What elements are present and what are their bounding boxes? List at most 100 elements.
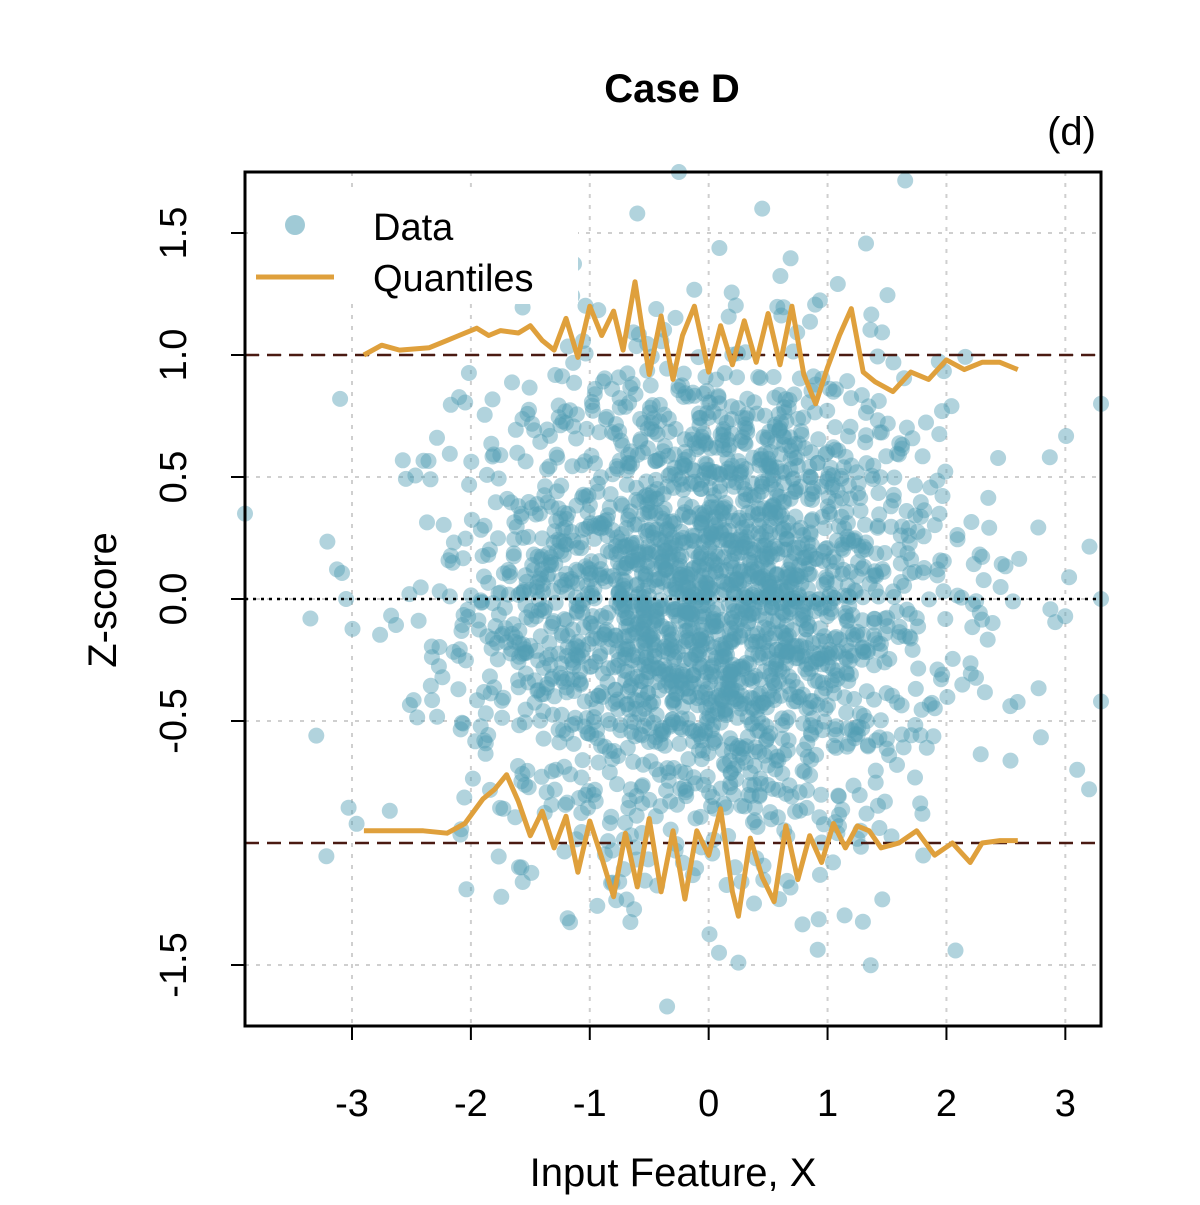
- data-point: [871, 820, 888, 836]
- data-point: [699, 681, 716, 697]
- data-point: [604, 522, 621, 539]
- data-point: [744, 475, 761, 492]
- data-point: [706, 555, 723, 572]
- data-point: [631, 557, 648, 574]
- data-point: [568, 406, 585, 423]
- data-point: [821, 641, 838, 658]
- data-point: [899, 545, 916, 562]
- data-point: [724, 689, 741, 706]
- data-point: [935, 553, 952, 570]
- data-point: [401, 697, 418, 713]
- data-point: [773, 307, 790, 324]
- data-point: [510, 672, 527, 689]
- data-point: [780, 678, 797, 695]
- data-point: [622, 503, 639, 520]
- data-point: [707, 517, 724, 534]
- data-point: [895, 739, 912, 756]
- data-point: [583, 658, 600, 675]
- data-point: [916, 560, 933, 576]
- data-point: [803, 660, 820, 677]
- data-point: [518, 609, 535, 626]
- data-point: [631, 706, 648, 722]
- data-point: [599, 527, 616, 544]
- data-point: [563, 716, 580, 733]
- data-point: [751, 593, 768, 610]
- data-point: [649, 490, 666, 507]
- data-point: [431, 639, 448, 655]
- data-point: [773, 594, 790, 611]
- data-point: [609, 657, 626, 674]
- data-point: [610, 701, 627, 718]
- data-point: [665, 601, 682, 618]
- data-point: [897, 172, 914, 189]
- data-point: [624, 552, 641, 569]
- data-point: [824, 562, 841, 579]
- data-point: [884, 687, 901, 704]
- data-point: [720, 308, 737, 325]
- data-point: [750, 646, 767, 663]
- data-point: [724, 595, 741, 612]
- data-point: [699, 768, 716, 785]
- data-point: [800, 468, 817, 485]
- data-point: [758, 523, 774, 540]
- data-point: [539, 461, 556, 478]
- data-point: [722, 669, 738, 686]
- data-point: [744, 700, 761, 717]
- data-point: [666, 580, 683, 597]
- data-point: [829, 276, 846, 292]
- data-point: [599, 568, 616, 585]
- data-point: [838, 650, 855, 667]
- data-point: [777, 655, 794, 672]
- data-point: [1002, 698, 1019, 715]
- data-point: [818, 571, 835, 588]
- data-point: [677, 784, 694, 801]
- data-point: [556, 505, 573, 521]
- data-point: [637, 568, 654, 585]
- data-point: [639, 504, 656, 521]
- data-point: [613, 526, 630, 543]
- data-point: [656, 536, 673, 553]
- data-point: [584, 588, 601, 604]
- data-point: [771, 488, 788, 505]
- data-point: [773, 643, 790, 659]
- data-point: [714, 693, 731, 710]
- data-point: [680, 448, 697, 465]
- data-point: [753, 527, 770, 544]
- data-point: [1005, 593, 1021, 610]
- data-point: [713, 675, 730, 692]
- data-point: [1081, 781, 1098, 798]
- data-point: [800, 556, 817, 572]
- data-point: [749, 625, 766, 642]
- data-point: [782, 461, 799, 478]
- data-point: [573, 457, 590, 474]
- data-point: [729, 531, 746, 548]
- data-point: [543, 618, 560, 635]
- data-point: [666, 651, 683, 668]
- data-point: [684, 426, 701, 443]
- data-point: [693, 545, 710, 561]
- data-point: [808, 551, 825, 567]
- data-point: [963, 514, 980, 530]
- data-point: [613, 587, 630, 604]
- data-point: [669, 644, 686, 661]
- data-point: [774, 717, 791, 734]
- data-point: [553, 571, 570, 588]
- data-point: [647, 729, 664, 746]
- data-point: [479, 628, 496, 645]
- data-point: [555, 521, 572, 538]
- data-point: [651, 766, 668, 783]
- data-point: [858, 683, 875, 700]
- data-point: [672, 780, 689, 797]
- data-point: [761, 545, 778, 562]
- data-point: [619, 695, 636, 712]
- data-point: [424, 692, 441, 709]
- data-point: [758, 626, 775, 643]
- data-point: [830, 787, 847, 804]
- data-point: [654, 504, 671, 521]
- data-point: [697, 722, 714, 739]
- data-point: [684, 527, 701, 544]
- data-point: [638, 649, 655, 666]
- data-point: [874, 561, 891, 577]
- data-point: [774, 521, 791, 538]
- data-point: [493, 692, 510, 709]
